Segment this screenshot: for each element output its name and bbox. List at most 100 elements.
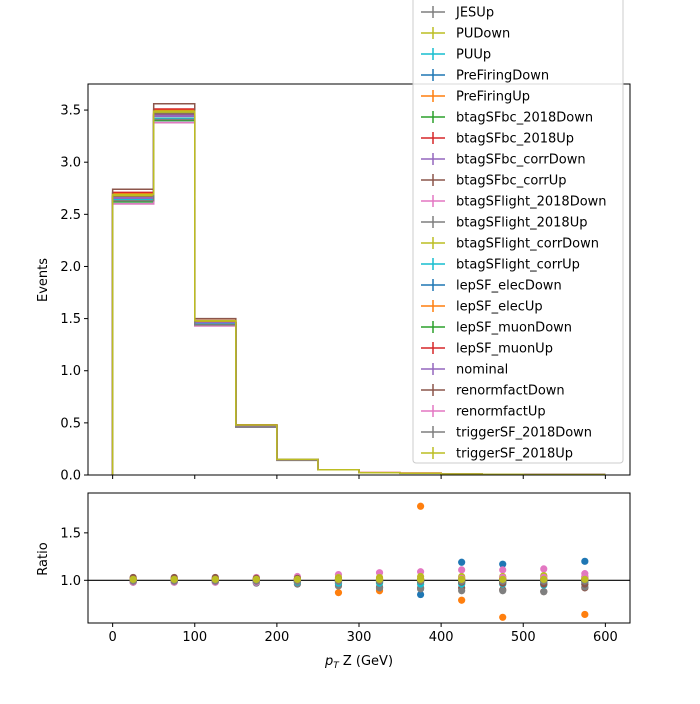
legend-label: PUUp <box>456 48 491 63</box>
ratio-point-btagSFlight_2018Down <box>458 566 466 574</box>
ratio-point-PreFiringUp <box>499 613 507 621</box>
legend-label: JESUp <box>455 6 494 21</box>
main-y-tick-label: 2.0 <box>60 260 81 275</box>
legend-label: renormfactUp <box>456 405 546 420</box>
legend-entry-btagSFlight_corrDown: btagSFlight_corrDown <box>421 237 599 252</box>
legend-label: lepSF_elecUp <box>456 300 543 315</box>
ratio-point-PreFiringUp <box>416 502 425 510</box>
x-axis-label-subscript: T <box>333 661 340 671</box>
ratio-point-btagSFlight_2018Up <box>499 587 507 595</box>
y-axis-label-events: Events <box>36 258 51 302</box>
legend-label: nominal <box>456 363 508 378</box>
ratio-point-triggerSF_2018Up <box>416 575 425 583</box>
ratio-point-triggerSF_2018Up <box>334 575 343 583</box>
legend-label: btagSFbc_corrDown <box>456 153 586 168</box>
legend-entry-PUDown: PUDown <box>421 27 510 42</box>
legend-label: btagSFbc_2018Up <box>456 132 574 147</box>
axis-labels: Events Ratio pT Z (GeV) <box>36 258 393 671</box>
ratio-point-btagSFlight_2018Down <box>499 566 507 574</box>
legend-entry-triggerSF_2018Up: triggerSF_2018Up <box>421 447 573 462</box>
legend-label: PUDown <box>456 27 510 42</box>
legend-entry-PUUp: PUUp <box>421 48 491 63</box>
legend-label: btagSFlight_2018Down <box>456 195 607 210</box>
x-tick-label: 500 <box>511 630 536 645</box>
legend-label: renormfactDown <box>456 384 565 399</box>
ratio-point-btagSFlight_2018Up <box>540 588 548 596</box>
legend-entry-nominal: nominal <box>421 363 508 378</box>
legend-entry-btagSFbc_2018Down: btagSFbc_2018Down <box>421 111 593 126</box>
legend-entry-btagSFbc_2018Up: btagSFbc_2018Up <box>421 132 574 147</box>
ratio-point-triggerSF_2018Up <box>458 575 466 583</box>
legend-entry-renormfactDown: renormfactDown <box>421 384 565 399</box>
ratio-point-PreFiringDown <box>416 590 425 599</box>
ratio-panel: 0 100 200 300 400 500 600 1.0 1.5 <box>60 492 631 645</box>
ratio-y-tick-label: 1.0 <box>60 574 81 589</box>
ratio-point-triggerSF_2018Up <box>129 575 137 583</box>
main-y-tick-label: 0.0 <box>60 469 81 484</box>
ratio-point-PreFiringUp <box>581 610 589 619</box>
ratio-point-triggerSF_2018Up <box>540 575 548 583</box>
legend-label: PreFiringUp <box>456 90 530 105</box>
x-tick-label: 400 <box>429 630 454 645</box>
legend-entry-btagSFlight_2018Up: btagSFlight_2018Up <box>421 216 587 231</box>
x-axis-label: pT Z (GeV) <box>324 654 393 671</box>
main-panel: 0.0 0.5 1.0 1.5 2.0 2.5 3.0 3.5 <box>60 83 631 484</box>
legend-entry-btagSFbc_corrUp: btagSFbc_corrUp <box>421 174 567 189</box>
ratio-point-triggerSF_2018Up <box>375 575 384 583</box>
ratio-point-PreFiringUp <box>334 589 343 597</box>
ratio-point-PreFiringDown <box>458 558 466 566</box>
ratio-point-PreFiringDown <box>581 557 589 565</box>
legend-label: lepSF_muonDown <box>456 321 572 336</box>
legend-entry-btagSFbc_corrDown: btagSFbc_corrDown <box>421 153 586 168</box>
ratio-point-triggerSF_2018Up <box>170 575 178 583</box>
main-y-tick-label: 3.0 <box>60 156 81 171</box>
main-y-tick-label: 1.0 <box>60 364 81 379</box>
legend-entry-triggerSF_2018Down: triggerSF_2018Down <box>421 426 592 441</box>
legend-entry-lepSF_muonUp: lepSF_muonUp <box>421 342 553 357</box>
x-tick-label: 200 <box>264 630 289 645</box>
ratio-point-triggerSF_2018Up <box>211 575 219 583</box>
legend: JESUp PUDown PUUp PreFiringDown PreFiringUp b… <box>412 0 624 464</box>
x-tick-label: 600 <box>593 630 618 645</box>
ratio-point-triggerSF_2018Up <box>252 575 260 583</box>
legend-box <box>412 0 624 464</box>
legend-entry-btagSFlight_2018Down: btagSFlight_2018Down <box>421 195 607 210</box>
legend-entry-btagSFlight_corrUp: btagSFlight_corrUp <box>421 258 580 273</box>
main-y-tick-label: 3.5 <box>60 104 81 119</box>
x-axis-label-p: p <box>324 654 333 669</box>
x-axis-label-rest: Z (GeV) <box>339 654 393 669</box>
ratio-point-btagSFlight_2018Up <box>458 587 466 595</box>
legend-label: triggerSF_2018Up <box>456 447 573 462</box>
legend-label: PreFiringDown <box>456 69 549 84</box>
legend-label: btagSFlight_corrDown <box>456 237 599 252</box>
legend-label: lepSF_elecDown <box>456 279 562 294</box>
histogram-step-triggerSF_2018Up <box>111 110 606 476</box>
ratio-y-tick-label: 1.5 <box>60 526 81 541</box>
legend-entry-PreFiringDown: PreFiringDown <box>421 69 549 84</box>
legend-entry-lepSF_elecUp: lepSF_elecUp <box>421 300 543 315</box>
y-axis-label-ratio: Ratio <box>36 542 51 575</box>
main-y-tick-label: 0.5 <box>60 416 81 431</box>
legend-entry-lepSF_elecDown: lepSF_elecDown <box>421 279 562 294</box>
x-tick-label: 100 <box>182 630 207 645</box>
ratio-point-triggerSF_2018Up <box>293 575 302 583</box>
ratio-point-triggerSF_2018Up <box>581 575 589 583</box>
ratio-point-PreFiringUp <box>458 596 466 604</box>
legend-label: triggerSF_2018Down <box>456 426 592 441</box>
legend-entry-PreFiringUp: PreFiringUp <box>421 90 530 105</box>
x-tick-label: 300 <box>347 630 372 645</box>
main-y-tick-label: 2.5 <box>60 208 81 223</box>
x-tick-label: 0 <box>108 630 116 645</box>
legend-entry-renormfactUp: renormfactUp <box>421 405 546 420</box>
ratio-point-btagSFlight_2018Down <box>540 565 548 573</box>
legend-entry-lepSF_muonDown: lepSF_muonDown <box>421 321 572 336</box>
ratio-point-PreFiringDown <box>499 560 507 568</box>
legend-entry-JESUp: JESUp <box>421 6 494 21</box>
legend-label: btagSFlight_2018Up <box>456 216 587 231</box>
legend-label: btagSFbc_corrUp <box>456 174 567 189</box>
legend-label: lepSF_muonUp <box>456 342 553 357</box>
legend-label: btagSFbc_2018Down <box>456 111 593 126</box>
main-y-tick-label: 1.5 <box>60 312 81 327</box>
